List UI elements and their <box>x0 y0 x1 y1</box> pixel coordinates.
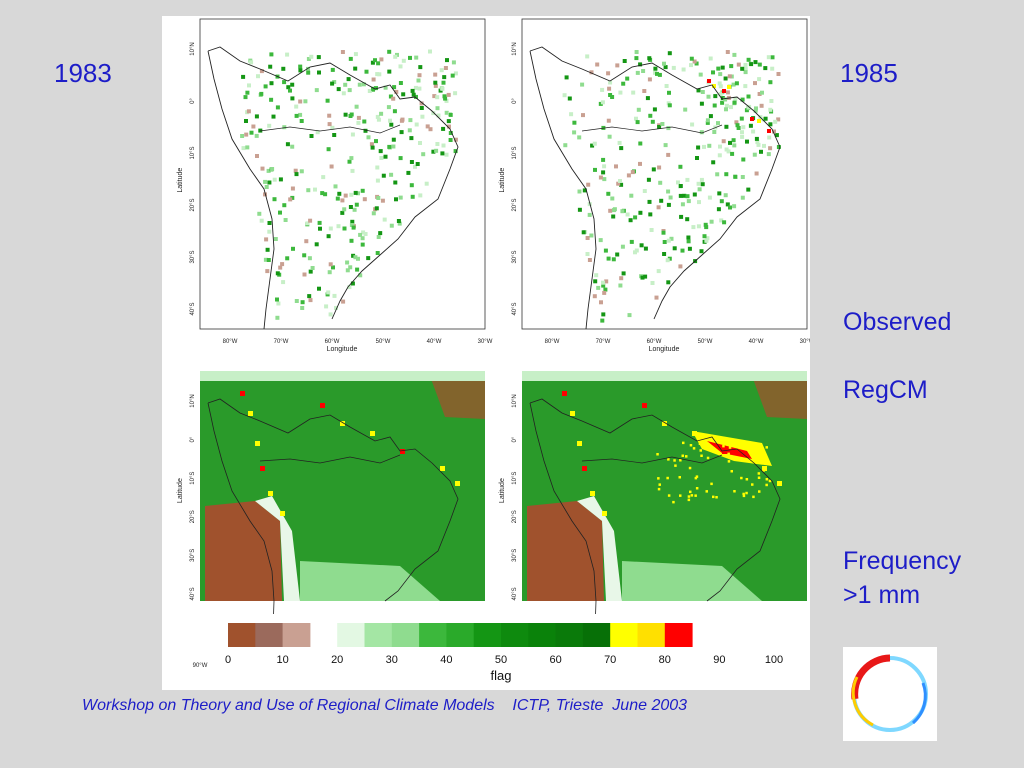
observed-1983-map <box>199 18 486 330</box>
lon-tick-label: 90°W <box>193 663 208 669</box>
lat-tick-label: 0° <box>512 98 518 104</box>
lon-tick-label: 60°W <box>647 339 662 345</box>
colorbar-tick-label: 50 <box>495 654 507 666</box>
lat-tick-label: 10°N <box>512 394 518 407</box>
lat-tick-label: 0° <box>190 98 196 104</box>
lon-tick-label: 30°W <box>800 339 810 345</box>
ring-logo-icon <box>851 654 928 732</box>
lat-tick-label: 20°S <box>190 510 196 523</box>
regcm-1985-map <box>522 371 807 662</box>
colorbar-tick-label: 90 <box>713 654 725 666</box>
lon-tick-label: 70°W <box>596 339 611 345</box>
longitude-axis-label: Longitude <box>649 346 680 353</box>
colorbar-tick-label: 40 <box>440 654 452 666</box>
lat-tick-label: 20°S <box>512 510 518 523</box>
precipitation-frequency-maps: 10°N 0° 10°S 20°S 30°S 40°S Latitude 80°W 70°W 60… <box>177 18 815 690</box>
observed-1985-map <box>521 18 808 330</box>
lat-tick-label: 40°S <box>512 587 518 600</box>
regcm-label: RegCM <box>843 376 928 404</box>
lat-tick-label: 10°S <box>190 146 196 159</box>
observed-label: Observed <box>843 308 952 336</box>
latitude-axis-label: Latitude <box>499 168 506 193</box>
colorbar-tick-label: 70 <box>604 654 616 666</box>
colorbar-swatch <box>610 623 638 647</box>
lon-tick-label: 40°W <box>749 339 764 345</box>
colorbar-swatch <box>419 623 447 647</box>
colorbar-swatch <box>364 623 393 647</box>
logo <box>843 647 937 741</box>
colorbar-title: flag <box>491 668 512 683</box>
longitude-axis-label: Longitude <box>327 346 358 353</box>
colorbar-tick-label: 10 <box>276 654 288 666</box>
colorbar-swatch <box>555 623 584 647</box>
colorbar-swatch <box>664 623 693 647</box>
colorbar-swatch <box>473 623 502 647</box>
latitude-axis-label: Latitude <box>499 478 506 503</box>
lat-tick-label: 40°S <box>190 587 196 600</box>
lat-tick-label: 30°S <box>512 549 518 562</box>
lat-tick-label: 30°S <box>512 250 518 263</box>
figure-panel: 10°N 0° 10°S 20°S 30°S 40°S Latitude 80°W 70°W 60… <box>162 16 815 690</box>
colorbar: 0 10 20 30 40 50 60 70 80 90 100 flag <box>225 623 783 683</box>
lat-tick-label: 30°S <box>190 549 196 562</box>
lon-tick-label: 50°W <box>698 339 713 345</box>
colorbar-tick-label: 30 <box>386 654 398 666</box>
lat-tick-label: 10°N <box>190 394 196 407</box>
latitude-axis-label: Latitude <box>177 478 184 503</box>
lon-tick-label: 30°W <box>478 339 493 345</box>
lon-tick-label: 70°W <box>274 339 289 345</box>
lon-tick-label: 80°W <box>545 339 560 345</box>
frequency-threshold-label: >1 mm <box>843 581 921 609</box>
colorbar-swatch <box>446 623 475 647</box>
lat-tick-label: 40°S <box>512 302 518 315</box>
colorbar-swatch <box>391 623 420 647</box>
colorbar-swatch <box>228 623 256 647</box>
lat-tick-label: 30°S <box>190 250 196 263</box>
year-label-left: 1983 <box>54 58 112 88</box>
year-label-right: 1985 <box>840 58 898 88</box>
lat-tick-label: 20°S <box>512 198 518 211</box>
colorbar-swatch <box>282 623 311 647</box>
colorbar-tick-label: 100 <box>765 654 783 666</box>
lat-tick-label: 10°S <box>512 472 518 485</box>
lat-tick-label: 0° <box>512 436 518 442</box>
colorbar-swatch <box>501 623 529 647</box>
lon-tick-label: 80°W <box>223 339 238 345</box>
lon-tick-label: 50°W <box>376 339 391 345</box>
lon-tick-label: 40°W <box>427 339 442 345</box>
lat-tick-label: 10°S <box>190 472 196 485</box>
lat-tick-label: 10°S <box>512 146 518 159</box>
lat-tick-label: 40°S <box>190 302 196 315</box>
colorbar-tick-label: 60 <box>549 654 561 666</box>
latitude-axis-label: Latitude <box>177 168 184 193</box>
lat-tick-label: 10°N <box>512 42 518 55</box>
frequency-label: Frequency <box>843 547 962 575</box>
colorbar-tick-label: 0 <box>225 654 231 666</box>
colorbar-swatch <box>255 623 284 647</box>
lat-tick-label: 0° <box>190 436 196 442</box>
footer-text: Workshop on Theory and Use of Regional C… <box>82 697 688 714</box>
colorbar-tick-label: 80 <box>659 654 671 666</box>
lat-tick-label: 10°N <box>190 42 196 55</box>
colorbar-swatch <box>637 623 666 647</box>
colorbar-tick-label: 20 <box>331 654 343 666</box>
lat-tick-label: 20°S <box>190 198 196 211</box>
lon-tick-label: 60°W <box>325 339 340 345</box>
colorbar-swatch <box>337 623 365 647</box>
colorbar-swatch <box>528 623 557 647</box>
regcm-1983-map <box>200 371 485 662</box>
colorbar-swatch <box>582 623 611 647</box>
